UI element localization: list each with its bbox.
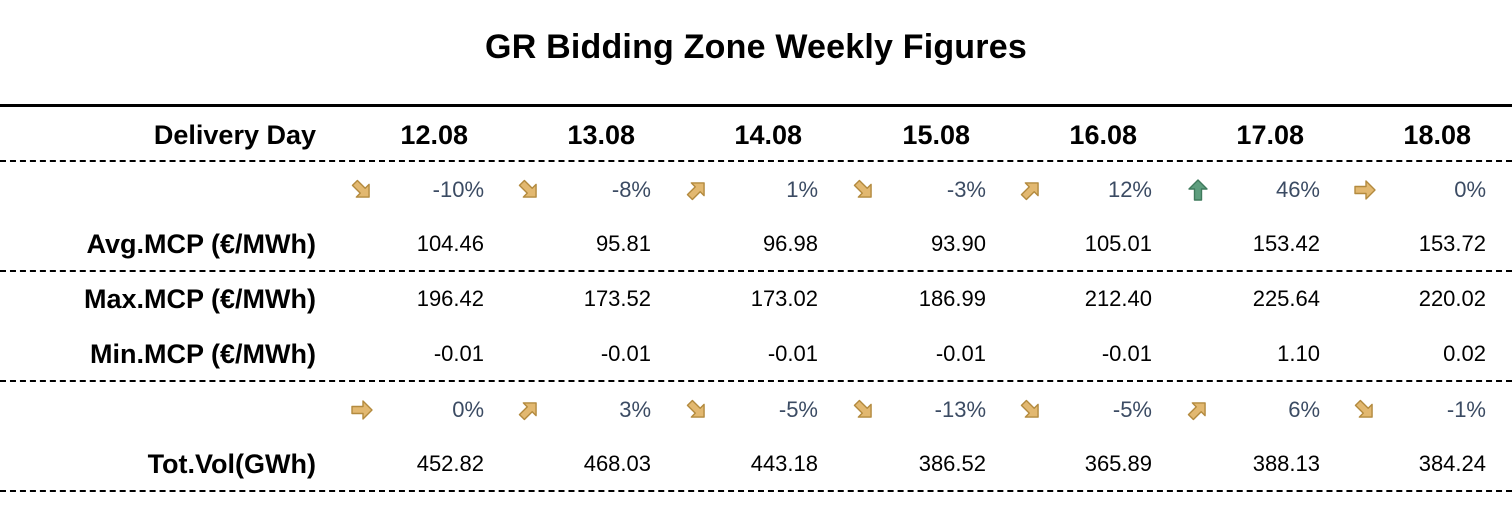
pct-change-value: -1% (1446, 397, 1486, 422)
day-header: 13.08 (567, 120, 635, 150)
tot-vol-value: 388.13 (1252, 451, 1320, 476)
max-mcp-value: 220.02 (1418, 286, 1486, 311)
down-right-arrow-icon (349, 177, 375, 203)
day-header: 17.08 (1236, 120, 1304, 150)
pct-change-value: 0% (452, 397, 484, 422)
tot-vol-value: 365.89 (1084, 451, 1152, 476)
pct-change-value: -5% (778, 397, 818, 422)
header-bottom-rule (0, 160, 1512, 162)
max-mcp-label: Max.MCP (€/MWh) (83, 284, 316, 314)
max-mcp-value: 173.02 (750, 286, 818, 311)
avg-mcp-row: Avg.MCP (€/MWh) 104.46 95.81 96.98 93.90… (0, 217, 1512, 271)
down-right-arrow-icon (1018, 397, 1044, 423)
avg-mcp-value: 104.46 (416, 231, 484, 256)
day-header: 16.08 (1069, 120, 1137, 150)
pct-change-value: -3% (946, 177, 986, 202)
down-right-arrow-icon (1352, 397, 1378, 423)
max-mcp-row: Max.MCP (€/MWh) 196.42 173.52 173.02 186… (0, 272, 1512, 326)
tot-vol-value: 384.24 (1418, 451, 1486, 476)
pct-change-value: 12% (1107, 177, 1152, 202)
tot-vol-value: 386.52 (918, 451, 986, 476)
avg-mcp-value: 153.42 (1252, 231, 1320, 256)
pct-change-value: -8% (611, 177, 651, 202)
avg-mcp-value: 153.72 (1418, 231, 1486, 256)
right-arrow-icon (1352, 177, 1378, 203)
max-mcp-value: 186.99 (918, 286, 986, 311)
pct-change-value: 46% (1275, 177, 1320, 202)
max-mcp-value: 212.40 (1084, 286, 1152, 311)
tot-vol-rule (0, 490, 1512, 492)
down-right-arrow-icon (516, 177, 542, 203)
header-top-rule (0, 104, 1512, 107)
tot-vol-value: 443.18 (750, 451, 818, 476)
header-label: Delivery Day (153, 120, 316, 150)
up-right-arrow-icon (684, 177, 710, 203)
min-mcp-value: -0.01 (1101, 341, 1152, 366)
header-row: Delivery Day 12.08 13.08 14.08 15.08 16.… (0, 108, 1512, 162)
avg-mcp-rule (0, 270, 1512, 272)
right-arrow-icon (349, 397, 375, 423)
max-mcp-value: 225.64 (1252, 286, 1320, 311)
day-header: 14.08 (734, 120, 802, 150)
day-header: 12.08 (400, 120, 468, 150)
min-mcp-row: Min.MCP (€/MWh) -0.01 -0.01 -0.01 -0.01 … (0, 327, 1512, 381)
pct-change-value: 0% (1454, 177, 1486, 202)
down-right-arrow-icon (851, 397, 877, 423)
tot-vol-label: Tot.Vol(GWh) (147, 449, 316, 479)
avg-mcp-value: 95.81 (595, 231, 651, 256)
min-mcp-value: -0.01 (767, 341, 818, 366)
avg-mcp-value: 93.90 (930, 231, 986, 256)
up-right-arrow-icon (1185, 397, 1211, 423)
min-mcp-rule (0, 380, 1512, 382)
down-right-arrow-icon (684, 397, 710, 423)
pct-change-value: 6% (1288, 397, 1320, 422)
min-mcp-value: -0.01 (600, 341, 651, 366)
avg-mcp-value: 105.01 (1084, 231, 1152, 256)
min-mcp-value: -0.01 (433, 341, 484, 366)
page-title: GR Bidding Zone Weekly Figures (485, 28, 1027, 66)
day-header: 18.08 (1403, 120, 1471, 150)
down-right-arrow-icon (851, 177, 877, 203)
day-header: 15.08 (902, 120, 970, 150)
pct-change-value: 3% (619, 397, 651, 422)
max-mcp-value: 173.52 (583, 286, 651, 311)
avg-mcp-label: Avg.MCP (€/MWh) (86, 229, 317, 259)
tot-vol-value: 468.03 (583, 451, 651, 476)
avg-mcp-value: 96.98 (762, 231, 818, 256)
up-arrow-icon (1185, 177, 1211, 203)
up-right-arrow-icon (516, 397, 542, 423)
tot-vol-value: 452.82 (416, 451, 484, 476)
vol-change-row: 0% 3% -5% -13% -5% 6% -1% (0, 383, 1512, 437)
min-mcp-value: 1.10 (1277, 341, 1320, 366)
pct-change-value: -10% (432, 177, 484, 202)
pct-change-value: -13% (934, 397, 986, 422)
up-right-arrow-icon (1018, 177, 1044, 203)
max-mcp-value: 196.42 (416, 286, 484, 311)
min-mcp-value: 0.02 (1443, 341, 1486, 366)
mcp-change-row: -10% -8% 1% -3% 12% 46% 0% (0, 163, 1512, 217)
pct-change-value: 1% (786, 177, 818, 202)
min-mcp-value: -0.01 (935, 341, 986, 366)
pct-change-value: -5% (1112, 397, 1152, 422)
min-mcp-label: Min.MCP (€/MWh) (90, 339, 316, 369)
tot-vol-row: Tot.Vol(GWh) 452.82 468.03 443.18 386.52… (0, 437, 1512, 491)
